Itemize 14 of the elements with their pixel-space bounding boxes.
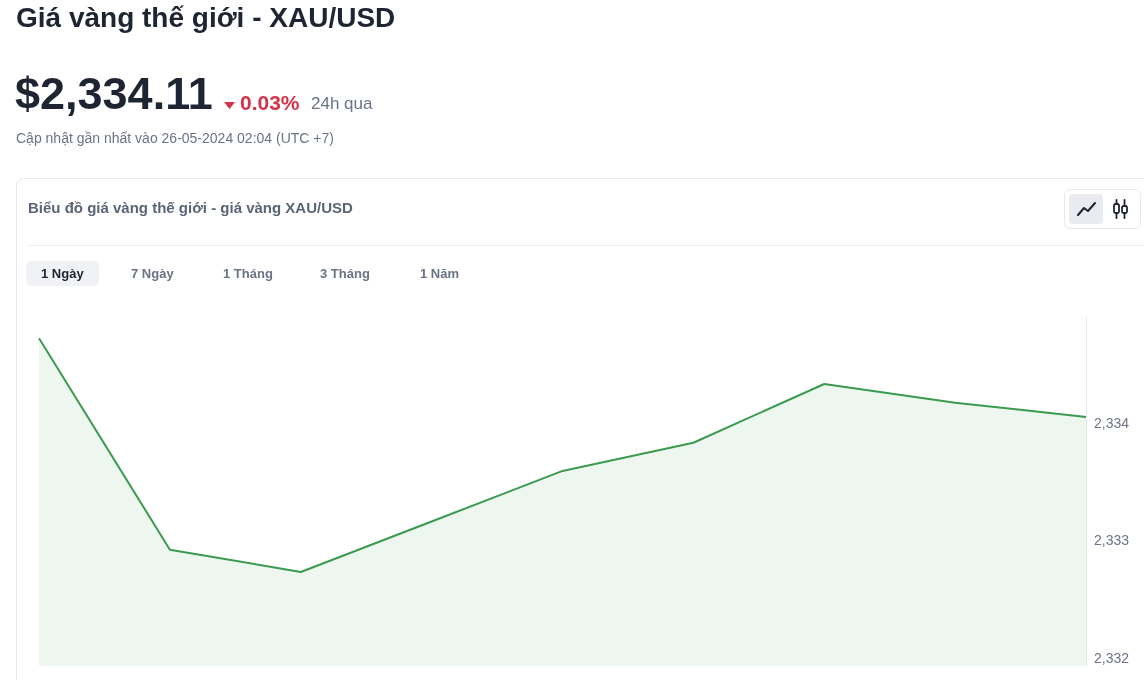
- y-tick-label: 2,334: [1094, 414, 1130, 431]
- time-range-tab: 1 Ngày: [26, 261, 99, 286]
- text: 24h qua: [311, 94, 373, 114]
- text: Cập nhật gần nhất vào 26-05-2024 02:04 (UTC +7): [16, 129, 334, 147]
- y-tick-label: 2,333: [1094, 532, 1130, 549]
- chart-title: Giá vàng thế giới - XAU/USD: [16, 1, 396, 35]
- time-range-tab: 7 Ngày: [116, 261, 189, 286]
- chart-subtitle: Biểu đồ giá vàng thế giới - giá vàng XAU/USD: [28, 199, 353, 217]
- y-tick-label: 2,332: [1094, 649, 1130, 666]
- time-range-tab: 1 Năm: [405, 261, 475, 286]
- time-range-tab: 1 Tháng: [208, 261, 288, 286]
- text: 0.03%: [240, 90, 300, 116]
- time-range-tab: 3 Tháng: [305, 261, 385, 286]
- text: $2,334.11: [15, 68, 213, 120]
